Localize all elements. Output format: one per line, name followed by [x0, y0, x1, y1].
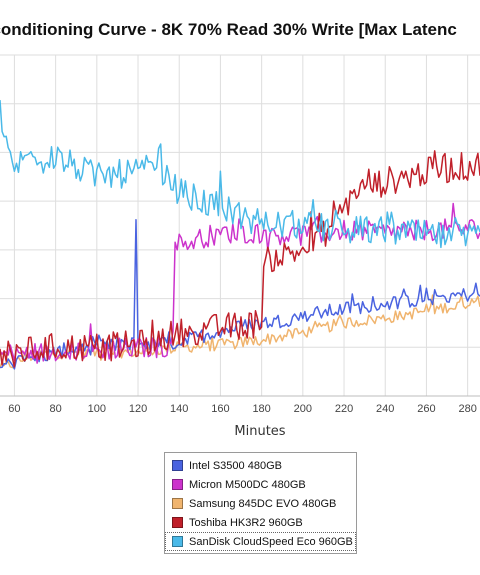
legend-label: Toshiba HK3R2 960GB — [189, 516, 303, 529]
series-lines — [0, 100, 480, 370]
x-axis-label: Minutes — [234, 424, 286, 439]
x-tick-label: 140 — [170, 403, 188, 415]
legend-swatch — [172, 498, 183, 509]
legend-item-intel[interactable]: Intel S3500 480GB — [165, 456, 356, 475]
x-tick-label: 80 — [49, 403, 61, 415]
x-tick-label: 160 — [211, 403, 229, 415]
legend-item-sandisk[interactable]: SanDisk CloudSpeed Eco 960GB — [165, 532, 356, 551]
x-tick-label: 280 — [458, 403, 476, 415]
chart-legend: Intel S3500 480GB Micron M500DC 480GB Sa… — [164, 452, 357, 554]
series-line-4 — [0, 100, 480, 249]
legend-item-toshiba[interactable]: Toshiba HK3R2 960GB — [165, 513, 356, 532]
legend-swatch — [172, 460, 183, 471]
x-tick-label: 180 — [252, 403, 270, 415]
series-line-3 — [0, 150, 480, 368]
x-tick-label: 260 — [417, 403, 435, 415]
x-tick-label: 240 — [376, 403, 394, 415]
x-tick-label: 220 — [335, 403, 353, 415]
legend-label: Intel S3500 480GB — [189, 459, 282, 472]
legend-label: Samsung 845DC EVO 480GB — [189, 497, 337, 510]
legend-item-micron[interactable]: Micron M500DC 480GB — [165, 475, 356, 494]
x-tick-label: 60 — [8, 403, 20, 415]
legend-label: Micron M500DC 480GB — [189, 478, 306, 491]
chart-title: econditioning Curve - 8K 70% Read 30% Wr… — [0, 20, 457, 39]
legend-swatch — [172, 479, 183, 490]
x-axis-ticks: 60 80 100 120 140 160 180 200 220 240 260 280 — [8, 403, 477, 415]
x-tick-label: 100 — [88, 403, 106, 415]
x-tick-label: 120 — [129, 403, 147, 415]
legend-swatch — [172, 536, 183, 547]
legend-swatch — [172, 517, 183, 528]
legend-label: SanDisk CloudSpeed Eco 960GB — [189, 535, 353, 548]
legend-item-samsung[interactable]: Samsung 845DC EVO 480GB — [165, 494, 356, 513]
x-tick-label: 200 — [294, 403, 312, 415]
series-line-2 — [0, 294, 480, 369]
